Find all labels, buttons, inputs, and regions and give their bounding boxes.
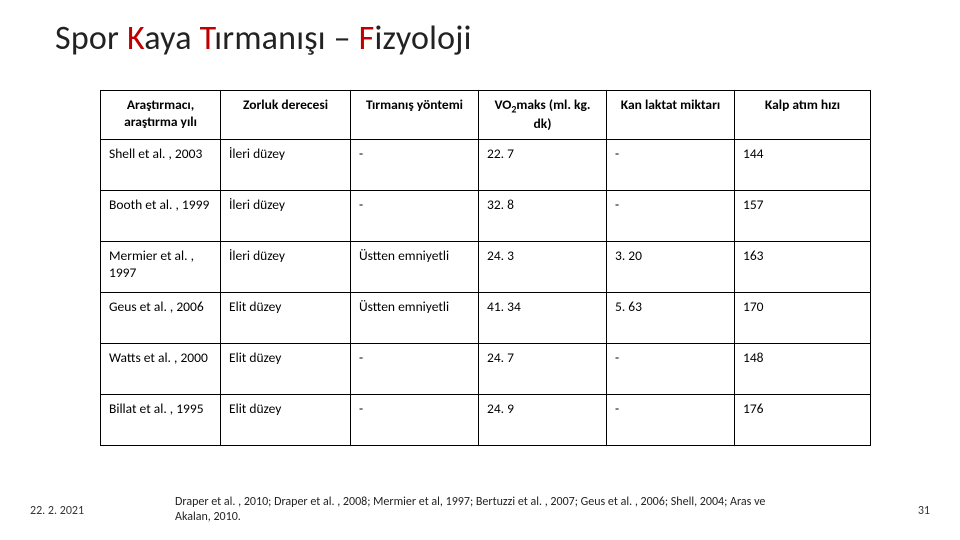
col-header-method: Tırmanış yöntemi xyxy=(351,91,479,140)
footer-citation: Draper et al. , 2010; Draper et al. , 20… xyxy=(175,495,785,526)
table-row: Watts et al. , 2000 Elit düzey - 24. 7 -… xyxy=(101,344,871,395)
table-header-row: Araştırmacı, araştırma yılı Zorluk derec… xyxy=(101,91,871,140)
cell-researcher: Shell et al. , 2003 xyxy=(101,140,221,191)
cell-method: - xyxy=(351,140,479,191)
cell-hr: 176 xyxy=(735,395,871,446)
cell-researcher: Booth et al. , 1999 xyxy=(101,191,221,242)
cell-difficulty: İleri düzey xyxy=(221,140,351,191)
title-part: izyoloji xyxy=(374,18,471,59)
cell-hr: 144 xyxy=(735,140,871,191)
table-row: Mermier et al. , 1997 İleri düzey Üstten… xyxy=(101,242,871,293)
title-red-f: F xyxy=(359,18,375,59)
table-row: Shell et al. , 2003 İleri düzey - 22. 7 … xyxy=(101,140,871,191)
col-header-researcher: Araştırmacı, araştırma yılı xyxy=(101,91,221,140)
cell-vo2: 24. 7 xyxy=(479,344,607,395)
cell-method: - xyxy=(351,344,479,395)
cell-difficulty: İleri düzey xyxy=(221,242,351,293)
title-part: aya xyxy=(144,18,199,59)
cell-method: - xyxy=(351,191,479,242)
slide-title: Spor Kaya Tırmanışı – Fizyoloji xyxy=(55,18,472,59)
cell-hr: 163 xyxy=(735,242,871,293)
cell-vo2: 24. 3 xyxy=(479,242,607,293)
cell-lactate: - xyxy=(607,344,735,395)
cell-lactate: 5. 63 xyxy=(607,293,735,344)
cell-researcher: Billat et al. , 1995 xyxy=(101,395,221,446)
cell-hr: 170 xyxy=(735,293,871,344)
col-header-lactate: Kan laktat miktarı xyxy=(607,91,735,140)
table-row: Geus et al. , 2006 Elit düzey Üstten emn… xyxy=(101,293,871,344)
title-red-k: K xyxy=(127,18,144,59)
cell-hr: 148 xyxy=(735,344,871,395)
title-part: ırmanışı – xyxy=(214,18,358,59)
cell-method: Üstten emniyetli xyxy=(351,242,479,293)
cell-researcher: Geus et al. , 2006 xyxy=(101,293,221,344)
cell-researcher: Watts et al. , 2000 xyxy=(101,344,221,395)
cell-vo2: 41. 34 xyxy=(479,293,607,344)
cell-lactate: - xyxy=(607,395,735,446)
cell-lactate: - xyxy=(607,140,735,191)
title-part: Spor xyxy=(55,18,127,59)
cell-difficulty: Elit düzey xyxy=(221,395,351,446)
cell-hr: 157 xyxy=(735,191,871,242)
table-row: Booth et al. , 1999 İleri düzey - 32. 8 … xyxy=(101,191,871,242)
title-red-t: T xyxy=(200,18,215,59)
cell-difficulty: İleri düzey xyxy=(221,191,351,242)
physiology-table: Araştırmacı, araştırma yılı Zorluk derec… xyxy=(100,90,871,446)
physiology-table-container: Araştırmacı, araştırma yılı Zorluk derec… xyxy=(100,90,870,446)
cell-researcher: Mermier et al. , 1997 xyxy=(101,242,221,293)
table-row: Billat et al. , 1995 Elit düzey - 24. 9 … xyxy=(101,395,871,446)
cell-method: - xyxy=(351,395,479,446)
cell-vo2: 22. 7 xyxy=(479,140,607,191)
cell-vo2: 24. 9 xyxy=(479,395,607,446)
footer-date: 22. 2. 2021 xyxy=(30,504,84,518)
col-header-difficulty: Zorluk derecesi xyxy=(221,91,351,140)
slide: Spor Kaya Tırmanışı – Fizyoloji Araştırm… xyxy=(0,0,960,540)
col-header-vo2max: VO2maks (ml. kg. dk) xyxy=(479,91,607,140)
cell-lactate: - xyxy=(607,191,735,242)
cell-method: Üstten emniyetli xyxy=(351,293,479,344)
cell-difficulty: Elit düzey xyxy=(221,344,351,395)
cell-difficulty: Elit düzey xyxy=(221,293,351,344)
col-header-heartrate: Kalp atım hızı xyxy=(735,91,871,140)
cell-lactate: 3. 20 xyxy=(607,242,735,293)
cell-vo2: 32. 8 xyxy=(479,191,607,242)
page-number: 31 xyxy=(918,504,930,518)
